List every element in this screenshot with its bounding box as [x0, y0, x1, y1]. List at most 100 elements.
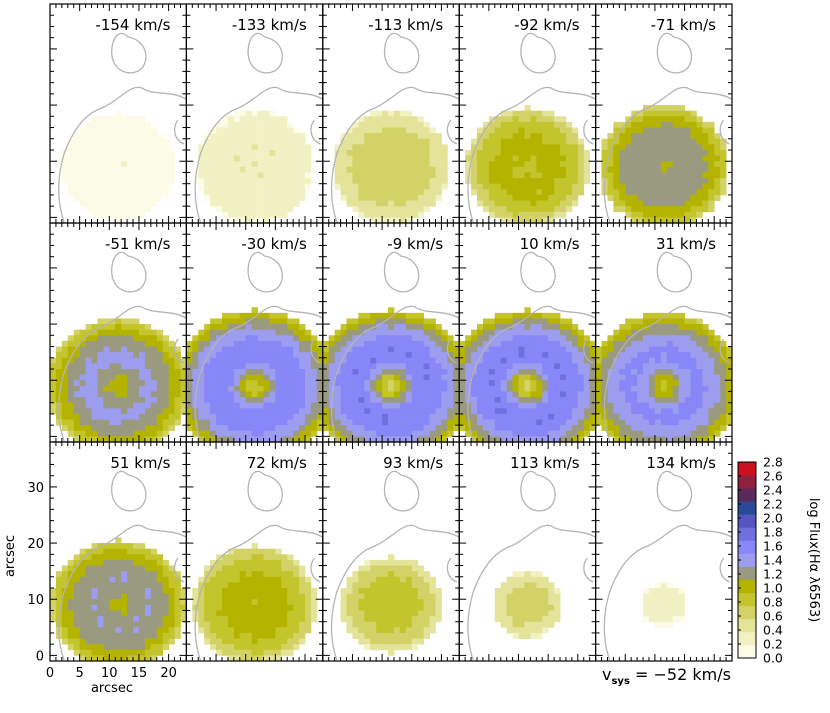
flux-pixel — [346, 397, 353, 404]
flux-pixel — [251, 397, 258, 404]
flux-pixel — [382, 324, 389, 331]
flux-pixel — [488, 346, 496, 353]
flux-pixel — [245, 380, 253, 387]
flux-pixel — [399, 335, 407, 342]
flux-pixel — [103, 116, 110, 123]
flux-pixel — [91, 206, 98, 213]
flux-pixel — [269, 110, 276, 117]
flux-pixel — [393, 318, 401, 325]
flux-pixel — [518, 127, 525, 134]
flux-pixel — [648, 380, 656, 387]
flux-pixel — [127, 430, 134, 437]
flux-pixel — [696, 436, 703, 443]
flux-pixel — [506, 110, 513, 117]
flux-pixel — [405, 363, 413, 370]
flux-pixel — [358, 318, 365, 325]
flux-pixel — [506, 133, 513, 140]
flux-pixel — [287, 391, 294, 398]
flux-pixel — [198, 172, 205, 179]
flux-pixel — [352, 121, 359, 128]
flux-pixel — [542, 178, 549, 185]
flux-pixel — [393, 363, 401, 370]
flux-pixel — [376, 121, 383, 128]
flux-pixel — [524, 374, 531, 381]
flux-pixel — [221, 397, 229, 404]
flux-pixel — [263, 211, 270, 218]
flux-pixel — [133, 144, 140, 151]
flux-pixel — [85, 419, 92, 426]
flux-pixel — [393, 419, 401, 426]
flux-pixel — [660, 172, 668, 179]
flux-pixel — [370, 166, 377, 173]
flux-pixel — [121, 385, 128, 392]
flux-pixel — [405, 425, 413, 432]
flux-pixel — [601, 369, 608, 376]
flux-pixel — [269, 155, 276, 162]
flux-pixel — [293, 340, 300, 347]
flux-pixel — [506, 436, 513, 443]
flux-pixel — [352, 155, 359, 162]
flux-pixel — [115, 369, 122, 376]
flux-pixel — [429, 183, 436, 190]
flux-pixel — [293, 133, 300, 140]
flux-pixel — [138, 363, 146, 370]
flux-pixel — [245, 363, 253, 370]
flux-pixel — [293, 380, 300, 387]
flux-pixel — [287, 324, 294, 331]
flux-pixel — [127, 206, 134, 213]
flux-pixel — [459, 369, 466, 376]
flux-pixel — [429, 172, 436, 179]
flux-pixel — [109, 385, 116, 392]
flux-pixel — [524, 402, 531, 409]
flux-pixel — [67, 161, 75, 168]
flux-pixel — [672, 200, 680, 207]
flux-pixel — [399, 161, 407, 168]
flux-pixel — [352, 425, 359, 432]
flux-pixel — [287, 318, 294, 325]
flux-pixel — [423, 402, 430, 409]
flux-pixel — [109, 183, 116, 190]
flux-pixel — [109, 357, 116, 364]
flux-pixel — [613, 363, 620, 370]
flux-pixel — [227, 329, 235, 336]
flux-pixel — [554, 116, 561, 123]
flux-pixel — [103, 430, 110, 437]
flux-pixel — [257, 166, 264, 173]
flux-pixel — [216, 200, 223, 207]
flux-pixel — [257, 436, 264, 443]
flux-pixel — [554, 155, 561, 162]
flux-pixel — [221, 340, 229, 347]
flux-pixel — [168, 150, 175, 157]
flux-pixel — [121, 211, 128, 218]
flux-pixel — [565, 385, 573, 392]
flux-pixel — [263, 161, 270, 168]
flux-pixel — [310, 419, 318, 426]
flux-pixel — [216, 346, 223, 353]
flux-pixel — [619, 391, 626, 398]
flux-pixel — [530, 413, 537, 420]
flux-pixel — [376, 161, 383, 168]
flux-pixel — [186, 391, 193, 398]
flux-pixel — [518, 217, 525, 224]
flux-pixel — [565, 138, 573, 145]
flux-pixel — [660, 138, 668, 145]
flux-pixel — [257, 402, 264, 409]
flux-pixel — [340, 189, 347, 196]
flux-pixel — [239, 430, 247, 437]
flux-pixel — [287, 340, 294, 347]
flux-pixel — [310, 357, 318, 364]
flux-pixel — [388, 211, 395, 218]
flux-pixel — [103, 408, 110, 415]
flux-pixel — [364, 397, 371, 404]
flux-pixel — [162, 402, 170, 409]
flux-pixel — [631, 138, 638, 145]
panel-3: -113 km/s — [322, 3, 460, 224]
flux-pixel — [631, 172, 638, 179]
flux-pixel — [482, 346, 490, 353]
flux-pixel — [411, 346, 419, 353]
flux-pixel — [198, 161, 205, 168]
flux-pixel — [678, 385, 685, 392]
flux-pixel — [316, 397, 324, 404]
flux-pixel — [221, 430, 229, 437]
flux-pixel — [393, 352, 401, 359]
